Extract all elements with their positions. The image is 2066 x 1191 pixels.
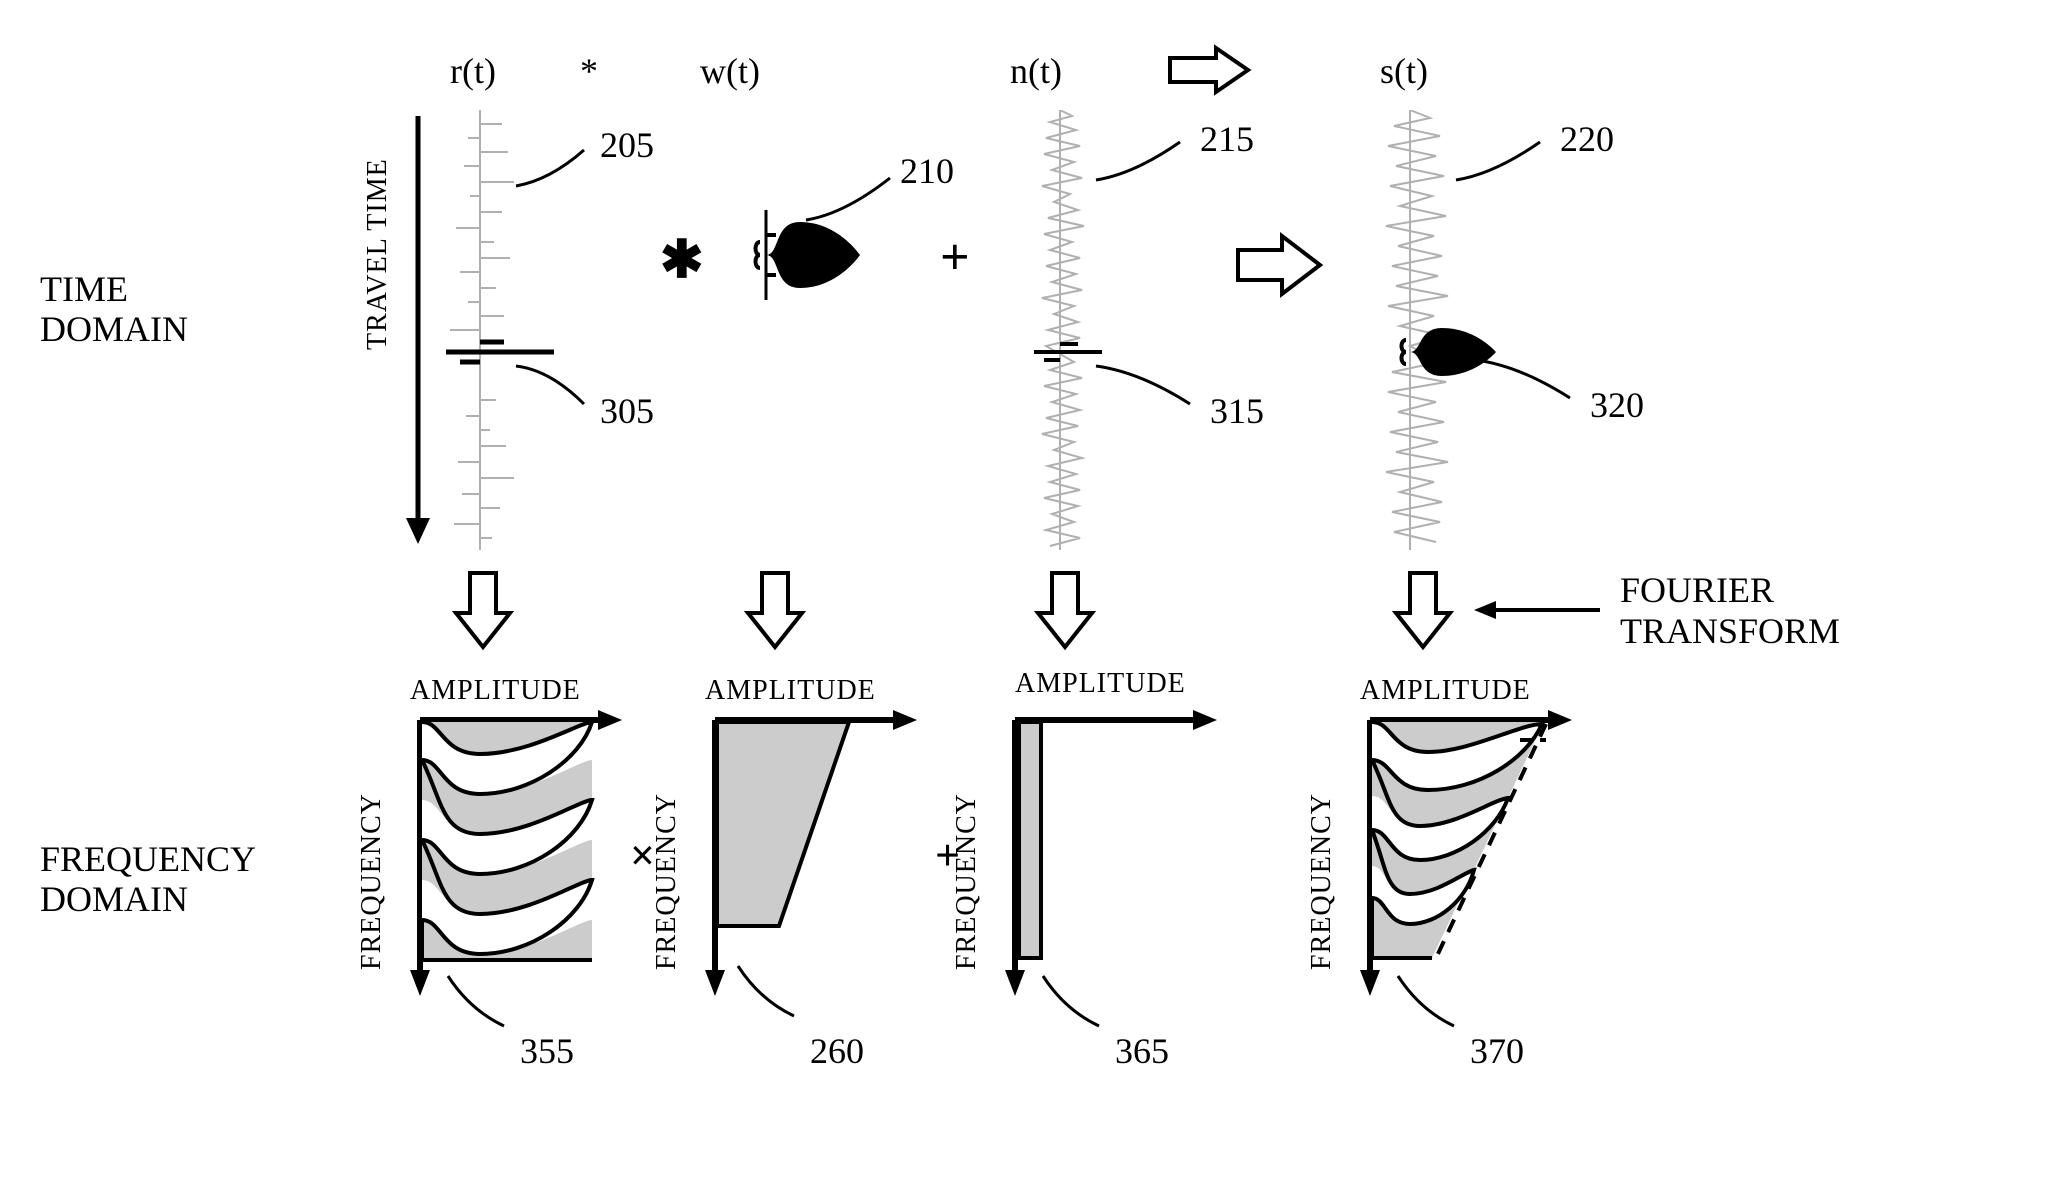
callout-355: 355 <box>520 1030 574 1072</box>
travel-time-arrow-icon <box>400 110 440 550</box>
down-arrow-s-icon <box>1388 565 1458 655</box>
callout-line-365 <box>1035 970 1115 1040</box>
callout-line-315 <box>1090 360 1210 420</box>
label-time-domain: TIME DOMAIN <box>40 270 188 349</box>
label-time-domain-l1: TIME DOMAIN <box>40 269 188 349</box>
callout-line-220 <box>1450 134 1560 194</box>
callout-line-215 <box>1090 134 1200 194</box>
convolution-fourier-diagram: r(t) * w(t) n(t) s(t) TIME DOMAIN FREQUE… <box>40 40 2026 1151</box>
result-arrow-icon <box>1230 230 1330 300</box>
callout-220: 220 <box>1560 118 1614 160</box>
operator-plus-time: + <box>940 228 970 287</box>
operator-conv: ✱ <box>660 230 704 290</box>
callout-315: 315 <box>1210 390 1264 432</box>
amplitude-label-r: AMPLITUDE <box>410 675 581 707</box>
freq-chart-r <box>370 710 630 1010</box>
callout-line-260 <box>730 960 810 1030</box>
label-fourier: FOURIER TRANSFORM <box>1620 570 1840 653</box>
label-freq-domain: FREQUENCY DOMAIN <box>40 840 256 919</box>
down-arrow-r-icon <box>448 565 518 655</box>
callout-line-205 <box>510 140 610 200</box>
down-arrow-w-icon <box>740 565 810 655</box>
callout-210: 210 <box>900 150 954 192</box>
fourier-arrow-icon <box>1470 595 1610 625</box>
freq-chart-s <box>1320 710 1580 1010</box>
callout-365: 365 <box>1115 1030 1169 1072</box>
callout-320: 320 <box>1590 384 1644 426</box>
callout-line-305 <box>510 360 610 420</box>
amplitude-label-s: AMPLITUDE <box>1360 675 1531 707</box>
frequency-label-w: FREQUENCY <box>651 740 683 970</box>
callout-line-370 <box>1390 970 1470 1040</box>
callout-205: 205 <box>600 124 654 166</box>
freq-chart-n <box>965 710 1225 1010</box>
amplitude-label-n: AMPLITUDE <box>1015 668 1186 700</box>
callout-line-210 <box>800 170 910 230</box>
header-w: w(t) <box>700 50 760 92</box>
label-freq-domain-l1: FREQUENCY DOMAIN <box>40 839 256 919</box>
header-s: s(t) <box>1380 50 1428 92</box>
callout-line-320 <box>1470 354 1590 414</box>
frequency-label-n: FREQUENCY <box>951 740 983 970</box>
amplitude-label-w: AMPLITUDE <box>705 675 876 707</box>
header-r: r(t) <box>450 50 496 92</box>
frequency-label-r: FREQUENCY <box>356 740 388 970</box>
callout-305: 305 <box>600 390 654 432</box>
header-n: n(t) <box>1010 50 1062 92</box>
callout-260: 260 <box>810 1030 864 1072</box>
callout-370: 370 <box>1470 1030 1524 1072</box>
header-arrow-icon <box>1160 40 1260 100</box>
callout-line-355 <box>440 970 520 1040</box>
frequency-label-s: FREQUENCY <box>1306 740 1338 970</box>
callout-215: 215 <box>1200 118 1254 160</box>
header-star: * <box>580 50 598 92</box>
label-travel-time: TRAVEL TIME <box>362 130 394 350</box>
label-fourier-text: FOURIER TRANSFORM <box>1620 570 1840 651</box>
down-arrow-n-icon <box>1030 565 1100 655</box>
